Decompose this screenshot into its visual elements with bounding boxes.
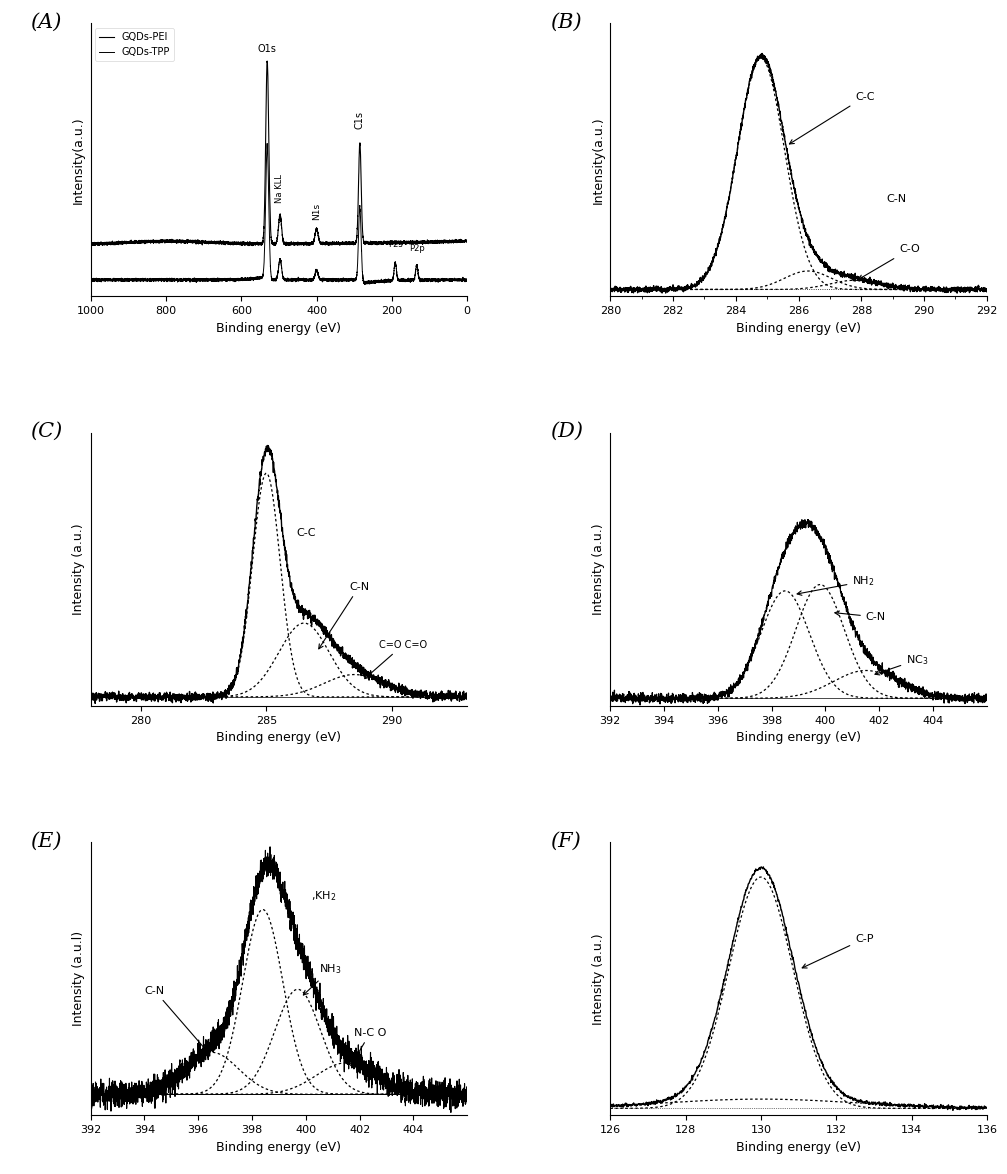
GQDs-TPP [461,272,473,286]
Y-axis label: Intensity(a.u.): Intensity(a.u.) [592,116,605,204]
X-axis label: Binding energy (eV): Binding energy (eV) [217,731,341,744]
Text: (E): (E) [30,831,61,850]
X-axis label: Binding energy (eV): Binding energy (eV) [736,731,861,744]
GQDs-PEI [246,238,258,252]
Text: P2s: P2s [388,239,403,249]
GQDs-TPP [239,274,251,288]
Text: C-N: C-N [319,581,370,649]
GQDs-TPP [162,271,174,285]
GQDs-TPP [325,274,337,288]
Y-axis label: Intensity (a.u.): Intensity (a.u.) [592,933,605,1025]
Text: (D): (D) [550,421,583,441]
Text: (B): (B) [550,13,582,32]
GQDs-PEI [325,236,337,250]
Text: C-C: C-C [296,528,316,538]
GQDs-TPP [358,277,371,291]
Text: N1s: N1s [312,203,321,220]
GQDs-TPP [261,136,273,150]
GQDs-PEI [261,54,273,68]
Line: GQDs-TPP: GQDs-TPP [91,143,467,284]
GQDs-PEI [222,236,234,250]
GQDs-PEI [461,234,473,248]
Text: C=O C=O: C=O C=O [365,640,427,679]
Text: C-N: C-N [886,194,906,203]
Text: NH$_3$: NH$_3$ [303,963,342,996]
GQDs-TPP [182,272,194,286]
Text: NH$_2$: NH$_2$ [798,574,875,595]
Text: C-P: C-P [803,933,873,969]
GQDs-TPP [442,274,454,288]
GQDs-PEI [239,236,251,250]
GQDs-PEI [182,235,194,249]
GQDs-TPP [85,275,97,289]
Text: C-C: C-C [789,92,874,144]
Text: N-C O: N-C O [350,1027,387,1066]
GQDs-PEI [85,237,97,251]
GQDs-PEI [162,235,174,249]
Y-axis label: Intensity (a.u.l): Intensity (a.u.l) [73,931,85,1026]
X-axis label: Binding energy (eV): Binding energy (eV) [736,1141,861,1154]
GQDs-PEI [442,234,454,248]
Text: Na KLL: Na KLL [275,175,284,203]
X-axis label: Binding energy (eV): Binding energy (eV) [217,1141,341,1154]
Y-axis label: Intensity(a.u.): Intensity(a.u.) [73,116,85,204]
Legend: GQDs-PEI, GQDs-TPP: GQDs-PEI, GQDs-TPP [96,28,174,61]
Text: (A): (A) [30,13,61,32]
Text: P2p: P2p [409,244,425,252]
Text: C-N: C-N [144,985,209,1053]
X-axis label: Binding energy (eV): Binding energy (eV) [217,322,341,335]
Text: NC$_3$: NC$_3$ [875,653,928,675]
Line: GQDs-PEI: GQDs-PEI [91,61,467,245]
GQDs-TPP [222,274,234,288]
Y-axis label: Intensity (a.u.): Intensity (a.u.) [73,524,85,615]
Text: C1s: C1s [354,110,365,129]
Text: (C): (C) [30,421,62,441]
Text: O1s: O1s [258,45,277,54]
Text: (F): (F) [550,831,581,850]
X-axis label: Binding energy (eV): Binding energy (eV) [736,322,861,335]
Text: ,KH$_2$: ,KH$_2$ [311,889,336,903]
Y-axis label: Intensity (a.u.): Intensity (a.u.) [592,524,605,615]
Text: C-O: C-O [859,244,919,279]
Text: C-N: C-N [835,610,886,622]
